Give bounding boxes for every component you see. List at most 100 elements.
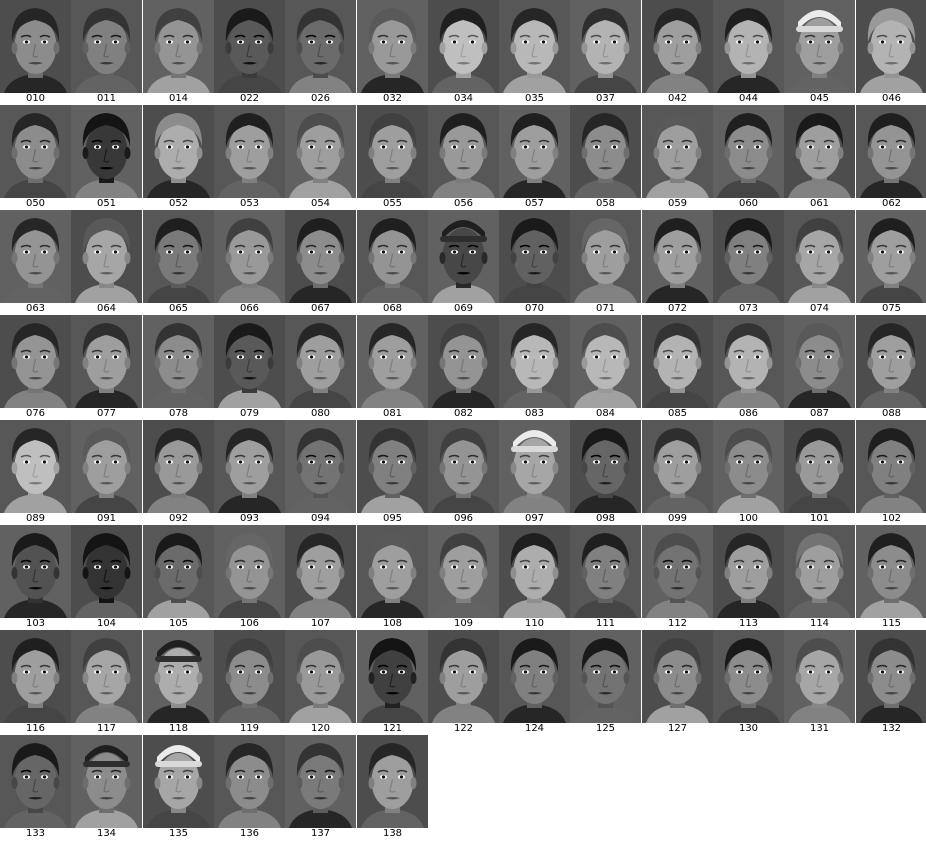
- face-photo: [0, 420, 71, 513]
- face-photo: [784, 315, 855, 408]
- face-cell: 034: [428, 0, 499, 105]
- face-cell: 055: [357, 105, 428, 210]
- face-cell: 035: [499, 0, 570, 105]
- face-photo: [143, 105, 214, 198]
- face-id-label: 011: [96, 93, 117, 104]
- face-cell: 108: [357, 525, 428, 630]
- face-cell: 011: [71, 0, 142, 105]
- face-cell: 137: [285, 735, 356, 840]
- face-photo: [428, 105, 499, 198]
- face-id-label: 056: [453, 198, 474, 209]
- face-id-label: 064: [96, 303, 117, 314]
- face-cell: 085: [642, 315, 713, 420]
- face-cell: 046: [856, 0, 926, 105]
- face-id-label: 131: [809, 723, 830, 734]
- face-cell: 136: [214, 735, 285, 840]
- face-id-label: 014: [168, 93, 189, 104]
- face-cell: 111: [570, 525, 641, 630]
- face-id-label: 092: [168, 513, 189, 524]
- face-photo: [0, 105, 71, 198]
- face-id-label: 054: [310, 198, 331, 209]
- face-id-label: 082: [453, 408, 474, 419]
- face-cell: 109: [428, 525, 499, 630]
- face-cell: 066: [214, 210, 285, 315]
- face-cell: 037: [570, 0, 641, 105]
- face-id-label: 106: [239, 618, 260, 629]
- face-id-label: 135: [168, 828, 189, 839]
- face-photo: [0, 525, 71, 618]
- face-cell: 096: [428, 420, 499, 525]
- face-id-label: 116: [25, 723, 46, 734]
- face-id-label: 057: [524, 198, 545, 209]
- face-photo: [357, 735, 428, 828]
- face-cell: 070: [499, 210, 570, 315]
- face-photo: [499, 420, 570, 513]
- face-photo: [642, 210, 713, 303]
- face-cell: 032: [357, 0, 428, 105]
- face-photo: [285, 315, 356, 408]
- face-photo: [357, 630, 428, 723]
- face-id-label: 088: [881, 408, 902, 419]
- face-photo: [214, 420, 285, 513]
- face-id-label: 097: [524, 513, 545, 524]
- face-photo: [570, 315, 641, 408]
- face-cell: 098: [570, 420, 641, 525]
- face-cell: 026: [285, 0, 356, 105]
- face-cell: 093: [214, 420, 285, 525]
- face-cell: 122: [428, 630, 499, 735]
- face-photo: [642, 105, 713, 198]
- face-photo: [570, 630, 641, 723]
- face-photo: [214, 735, 285, 828]
- face-id-label: 063: [25, 303, 46, 314]
- face-cell: 134: [71, 735, 142, 840]
- face-photo: [214, 315, 285, 408]
- face-id-label: 084: [595, 408, 616, 419]
- face-id-label: 075: [881, 303, 902, 314]
- face-id-label: 108: [382, 618, 403, 629]
- face-photo: [285, 630, 356, 723]
- face-cell: 117: [71, 630, 142, 735]
- face-photo: [499, 105, 570, 198]
- face-cell: 089: [0, 420, 71, 525]
- face-photo: [357, 210, 428, 303]
- face-id-label: 076: [25, 408, 46, 419]
- face-cell: 124: [499, 630, 570, 735]
- face-id-label: 099: [667, 513, 688, 524]
- face-photo: [428, 630, 499, 723]
- face-photo: [713, 420, 784, 513]
- face-id-label: 010: [25, 93, 46, 104]
- face-photo: [71, 210, 142, 303]
- face-photo: [570, 525, 641, 618]
- face-photo: [428, 210, 499, 303]
- face-cell: 105: [143, 525, 214, 630]
- face-photo: [71, 525, 142, 618]
- face-cell: 094: [285, 420, 356, 525]
- face-cell: 132: [856, 630, 926, 735]
- face-id-label: 046: [881, 93, 902, 104]
- face-cell: 082: [428, 315, 499, 420]
- face-id-label: 052: [168, 198, 189, 209]
- face-cell: 101: [784, 420, 855, 525]
- face-photo: [143, 525, 214, 618]
- face-id-label: 086: [738, 408, 759, 419]
- face-cell: 078: [143, 315, 214, 420]
- face-id-label: 060: [738, 198, 759, 209]
- face-id-label: 070: [524, 303, 545, 314]
- face-photo: [642, 630, 713, 723]
- face-photo: [784, 0, 855, 93]
- face-photo: [357, 105, 428, 198]
- face-id-label: 080: [310, 408, 331, 419]
- face-id-label: 117: [96, 723, 117, 734]
- face-photo: [428, 0, 499, 93]
- face-id-label: 069: [453, 303, 474, 314]
- face-cell: 052: [143, 105, 214, 210]
- face-cell: 074: [784, 210, 855, 315]
- face-photo: [713, 315, 784, 408]
- face-id-label: 111: [595, 618, 616, 629]
- face-cell: 063: [0, 210, 71, 315]
- face-cell: 068: [357, 210, 428, 315]
- face-cell: 051: [71, 105, 142, 210]
- face-cell: 079: [214, 315, 285, 420]
- face-id-label: 091: [96, 513, 117, 524]
- face-id-label: 114: [809, 618, 830, 629]
